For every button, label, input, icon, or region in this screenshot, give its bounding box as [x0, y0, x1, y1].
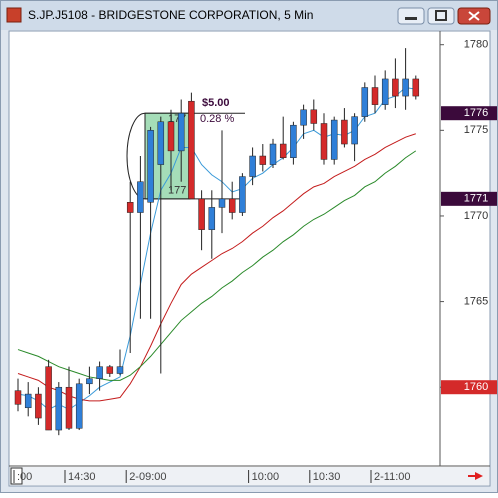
candle-body: [249, 155, 256, 177]
moving-average-line: [17, 133, 416, 402]
minimize-icon: [405, 17, 417, 20]
candle-body: [65, 386, 73, 429]
candle-body: [188, 100, 195, 200]
candle-body: [259, 155, 267, 165]
window-title: S.JP.J5108 - BRIDGESTONE CORPORATION, 5 …: [28, 8, 313, 22]
candle-body: [208, 207, 216, 230]
candle-body: [371, 87, 379, 105]
x-tick-label: 2-09:00: [129, 471, 166, 483]
candle-body: [24, 393, 32, 409]
scroll-right-arrow[interactable]: [468, 472, 483, 480]
candle-body: [330, 119, 338, 160]
candle-body: [218, 198, 226, 208]
candle-body: [300, 109, 307, 126]
price-marker: [441, 106, 497, 121]
candle-body: [361, 87, 369, 117]
close-icon: [468, 11, 480, 21]
y-tick-label: 1780: [464, 39, 488, 51]
candle-body: [320, 123, 328, 160]
candle-body: [341, 119, 348, 145]
candle-body: [228, 198, 236, 213]
candle-body: [157, 121, 165, 165]
measure-change: $5.00: [202, 97, 230, 109]
candle-body: [116, 366, 124, 374]
candle-body: [198, 198, 205, 230]
price-marker-label: 1760: [464, 381, 488, 393]
chart-area: [8, 30, 491, 487]
window-icon: [6, 7, 22, 23]
candle-body: [14, 390, 22, 405]
measure-percent: 0.28 %: [200, 113, 234, 125]
minimize-button[interactable]: [397, 7, 425, 25]
candle-body: [279, 143, 287, 158]
scroll-thumb[interactable]: [10, 467, 23, 485]
moving-average-line: [17, 86, 416, 411]
candle-body: [167, 121, 175, 152]
candle-body: [351, 116, 358, 145]
candle-body: [55, 386, 63, 431]
price-marker-label: 1771: [464, 193, 488, 205]
candle-body: [106, 366, 114, 374]
candle-body: [381, 78, 389, 105]
candle-body: [239, 176, 246, 213]
candle-body: [290, 124, 297, 158]
candle-body: [147, 130, 154, 203]
candle-body: [45, 366, 52, 431]
x-tick-label: 10:30: [313, 471, 341, 483]
candle-body: [35, 393, 42, 419]
candle-body: [75, 383, 83, 429]
price-marker: [441, 380, 497, 395]
measure-bottom-label: 177: [168, 185, 186, 197]
candle-body: [86, 378, 93, 385]
maximize-button[interactable]: [427, 7, 455, 25]
y-tick-label: 1770: [464, 210, 488, 222]
moving-average-line: [17, 150, 417, 381]
y-tick-label: 1765: [464, 295, 488, 307]
maximize-icon: [435, 10, 447, 21]
candle-body: [126, 202, 134, 213]
candle-body: [412, 78, 420, 97]
price-marker-label: 1776: [464, 107, 488, 119]
candle-body: [177, 112, 185, 152]
scrollbar[interactable]: [10, 467, 489, 485]
candle-body: [137, 181, 144, 213]
x-tick-label: 10:00: [252, 471, 280, 483]
y-tick-label: 1775: [464, 124, 488, 136]
x-tick-label: 2-11:00: [374, 471, 411, 483]
candle-body: [310, 109, 318, 124]
candle-body: [392, 78, 399, 97]
x-tick-label: 14:30: [68, 471, 96, 483]
x-tick-label: :00: [17, 471, 32, 483]
price-marker: [441, 191, 497, 206]
candle-body: [269, 143, 277, 165]
candle-body: [402, 78, 409, 97]
candle-body: [96, 366, 103, 379]
